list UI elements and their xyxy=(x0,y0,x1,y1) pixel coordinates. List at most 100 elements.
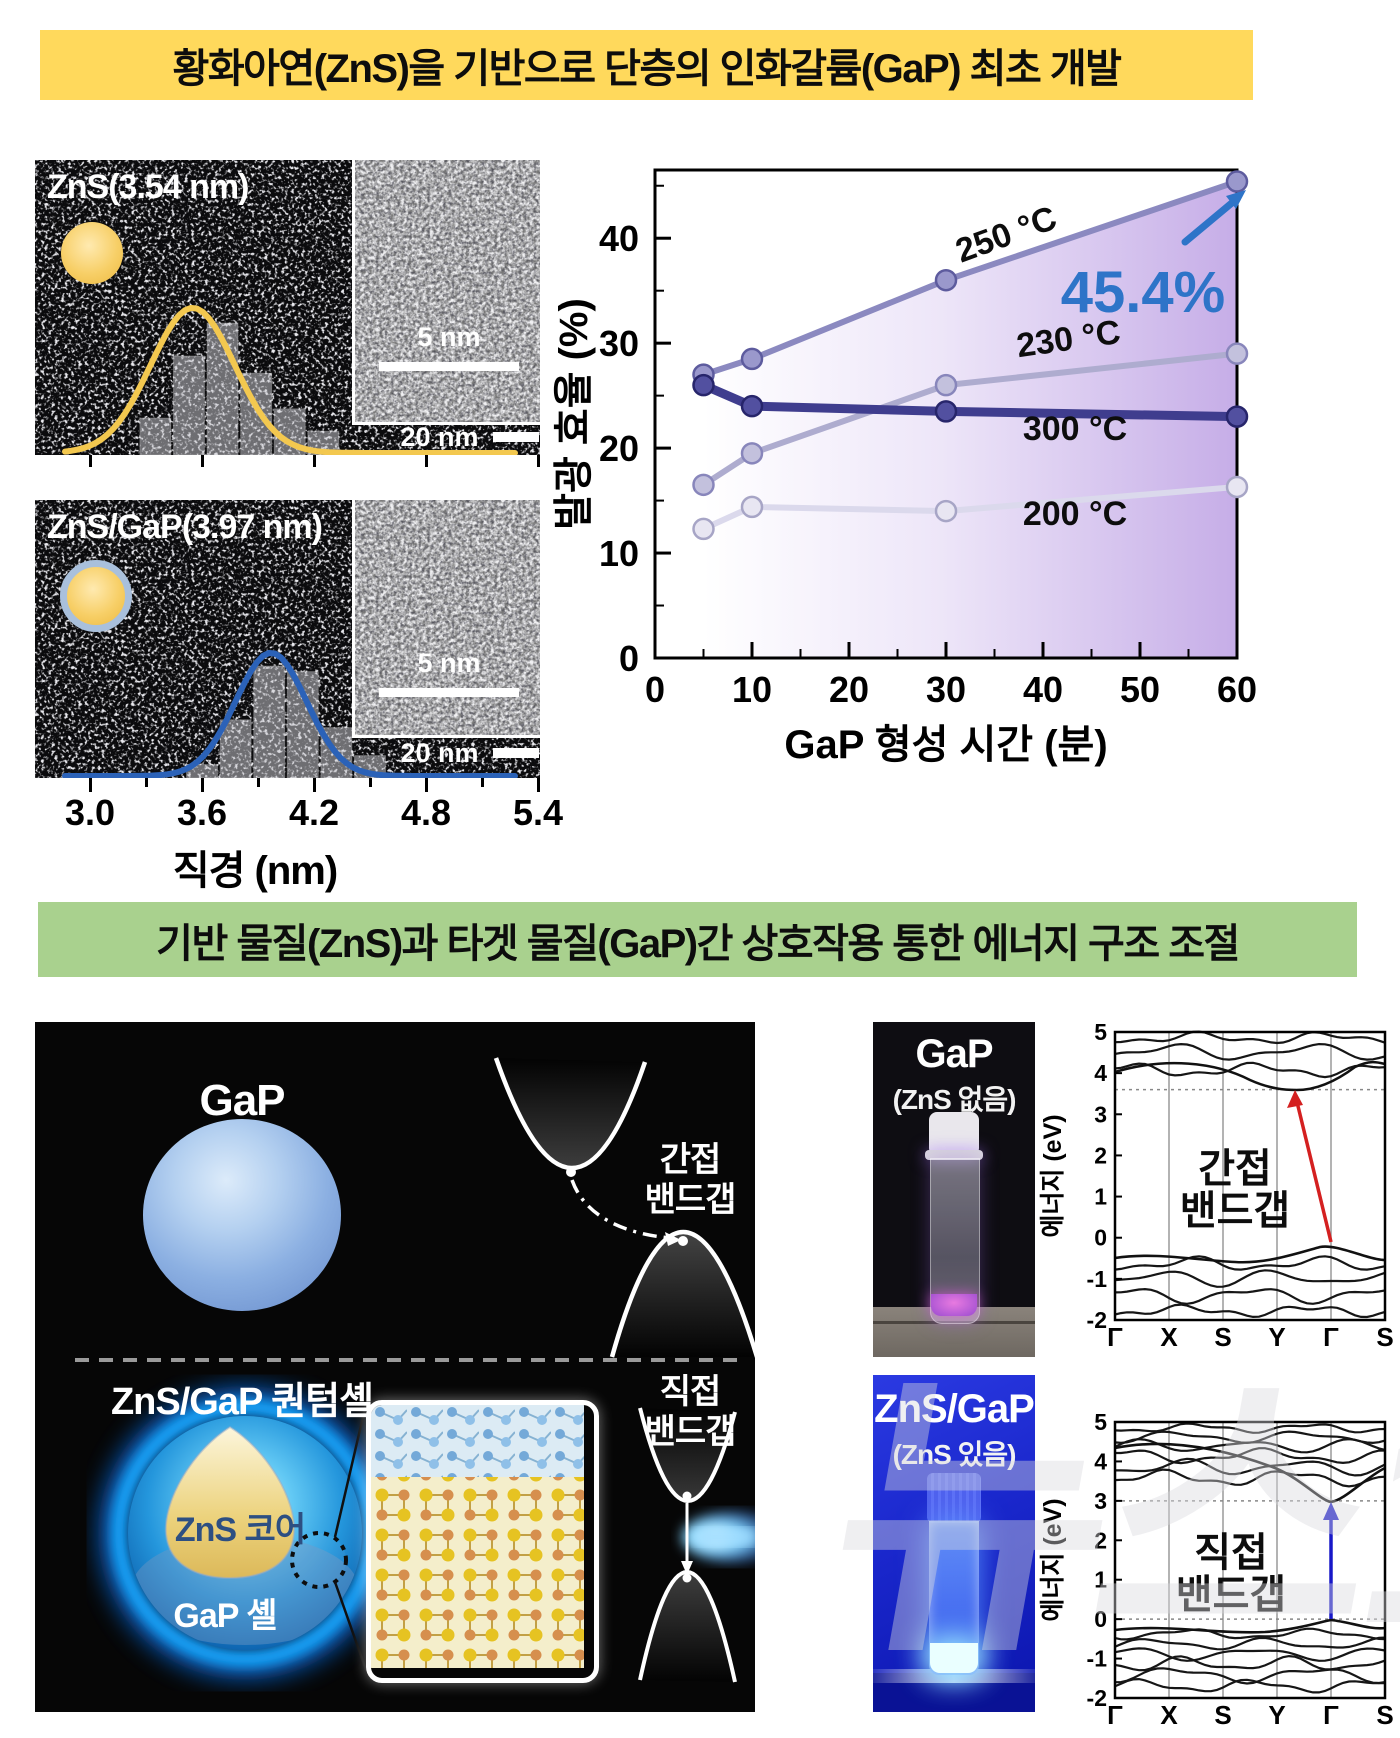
y-tick-label: 30 xyxy=(599,323,639,364)
x-tick-label: 50 xyxy=(1120,669,1160,710)
data-point xyxy=(934,268,958,292)
quantum-shell-title: ZnS/GaP 퀀텀셸 xyxy=(110,1381,374,1423)
data-point xyxy=(934,373,958,397)
hist-bar xyxy=(172,355,205,455)
vial1-subtitle: (ZnS 없음) xyxy=(892,1084,1017,1115)
band-plot-ylabel: 에너지 (eV) xyxy=(1039,1114,1067,1237)
band-curve xyxy=(1114,1654,1386,1672)
band-curve xyxy=(1114,1636,1386,1651)
band-curve xyxy=(1114,1667,1386,1685)
energy-tick-label: 5 xyxy=(1094,1019,1107,1045)
vial-photo-gap: GaP (ZnS 없음) xyxy=(873,1022,1035,1357)
y-tick-label: 20 xyxy=(599,428,639,469)
kpoint-label: X xyxy=(1160,1322,1178,1352)
energy-tick-label: 5 xyxy=(1094,1409,1107,1435)
tem-a-label: ZnS(3.54 nm) xyxy=(47,168,249,206)
band-curve xyxy=(1114,1677,1386,1694)
direct-line2: 밴드갭 xyxy=(644,1413,737,1451)
indirect-line2: 밴드갭 xyxy=(644,1181,737,1219)
top-banner: 황화아연(ZnS)을 기반으로 단층의 인화갈륨(GaP) 최초 개발 xyxy=(40,30,1253,100)
kpoint-label: Y xyxy=(1268,1322,1285,1352)
y-tick-label: 10 xyxy=(599,533,639,574)
energy-tick-label: -1 xyxy=(1087,1646,1108,1672)
bandgap-annotation: 밴드갭 xyxy=(1176,1573,1286,1617)
bandgap-annotation: 간접 xyxy=(1198,1147,1272,1191)
data-point xyxy=(1225,475,1249,499)
energy-tick-label: 4 xyxy=(1094,1448,1107,1474)
axis-tick xyxy=(256,778,260,787)
annotation-arrow xyxy=(1181,198,1237,246)
crystal-structure-card xyxy=(366,1400,599,1683)
data-point xyxy=(1225,342,1249,365)
x-tick-label: 60 xyxy=(1217,669,1257,710)
bandgap-annotation: 밴드갭 xyxy=(1180,1189,1290,1233)
band-plot-ylabel: 에너지 (eV) xyxy=(1039,1498,1067,1621)
energy-structure-art xyxy=(75,1057,755,1683)
tem-panel-zns: ZnS(3.54 nm) 5 nm 20 nm xyxy=(35,160,540,455)
indirect-bandgap-label: 간접 밴드갭 xyxy=(620,1140,755,1220)
y-tick-label: 0 xyxy=(619,638,639,679)
band-curve xyxy=(1114,1061,1386,1079)
diameter-tick-label: 3.0 xyxy=(64,792,116,833)
data-point xyxy=(692,473,715,497)
vial2-title: ZnS/GaP xyxy=(874,1387,1035,1431)
direct-conduction-band xyxy=(638,1407,737,1503)
band-edge-curve xyxy=(1114,1618,1386,1634)
tem-b-scale-text: 20 nm xyxy=(400,738,479,768)
gaussian-fit-curve xyxy=(62,305,518,455)
tem-a-inset-noise xyxy=(355,160,540,422)
energy-tick-label: -2 xyxy=(1087,1307,1107,1333)
diameter-tick-label: 4.8 xyxy=(400,792,452,833)
band-curve xyxy=(1114,1269,1386,1288)
x-tick-label: 0 xyxy=(645,669,665,710)
data-point xyxy=(740,394,764,418)
tem-a-scale-bar xyxy=(493,432,539,442)
hist-bar xyxy=(219,719,252,778)
hist-bar xyxy=(253,665,286,778)
series-line xyxy=(699,380,1242,422)
direct-valence-band xyxy=(638,1570,737,1683)
band-edge-curve xyxy=(1114,1442,1386,1504)
band-curve xyxy=(1114,1255,1386,1271)
kpoint-label: Y xyxy=(1268,1700,1285,1730)
indirect-line1: 간접 xyxy=(659,1141,722,1179)
transition-arrow xyxy=(1295,1101,1333,1243)
axis-tick xyxy=(368,778,372,787)
series-line xyxy=(700,350,1240,488)
vial1-cap xyxy=(929,1112,979,1156)
energy-tick-label: 3 xyxy=(1094,1101,1107,1127)
vial1-liquid xyxy=(931,1294,977,1316)
axis-tick xyxy=(200,778,204,792)
gaussian-fit-curve xyxy=(62,649,518,778)
band-curve xyxy=(1114,1422,1386,1434)
band-curve xyxy=(1114,1303,1386,1319)
band-curve xyxy=(1114,1030,1386,1045)
peak-annotation: 45.4% xyxy=(1061,260,1225,325)
diameter-tick-label: 3.6 xyxy=(176,792,228,833)
energy-structure-panel: GaP 간접 밴드갭 ZnS/GaP 퀀텀셸 ZnS 코어 GaP 셸 직접 밴… xyxy=(35,1022,755,1712)
tem-b-inset-noise xyxy=(355,500,540,735)
band-plot-frame xyxy=(1113,1030,1387,1322)
gap-shell-label: GaP 셸 xyxy=(173,1597,277,1635)
band-curve xyxy=(1114,1627,1386,1641)
middle-banner-text: 기반 물질(ZnS)과 타겟 물질(GaP)간 상호작용 통한 에너지 구조 조… xyxy=(156,921,1240,966)
energy-tick-label: 3 xyxy=(1094,1488,1107,1514)
energy-tick-label: 2 xyxy=(1094,1527,1107,1553)
kpoint-label: Γ xyxy=(1107,1322,1123,1352)
gap-sphere-label: GaP xyxy=(199,1076,285,1125)
data-point xyxy=(740,442,764,465)
axis-tick xyxy=(200,455,204,467)
top-banner-text: 황화아연(ZnS)을 기반으로 단층의 인화갈륨(GaP) 최초 개발 xyxy=(172,47,1122,91)
energy-tick-label: 0 xyxy=(1094,1225,1107,1251)
vial2-reflection xyxy=(873,1669,1035,1683)
band-curve xyxy=(1115,1447,1386,1465)
energy-tick-label: -2 xyxy=(1087,1685,1107,1711)
tem-b-inset: 5 nm xyxy=(352,500,540,738)
series-line xyxy=(700,483,1240,532)
zns-core-shape xyxy=(164,1425,296,1580)
data-point xyxy=(934,400,958,423)
vial2-subtitle: (ZnS 있음) xyxy=(892,1439,1017,1470)
vial-photo-znsgap: ZnS/GaP (ZnS 있음) xyxy=(873,1375,1035,1712)
